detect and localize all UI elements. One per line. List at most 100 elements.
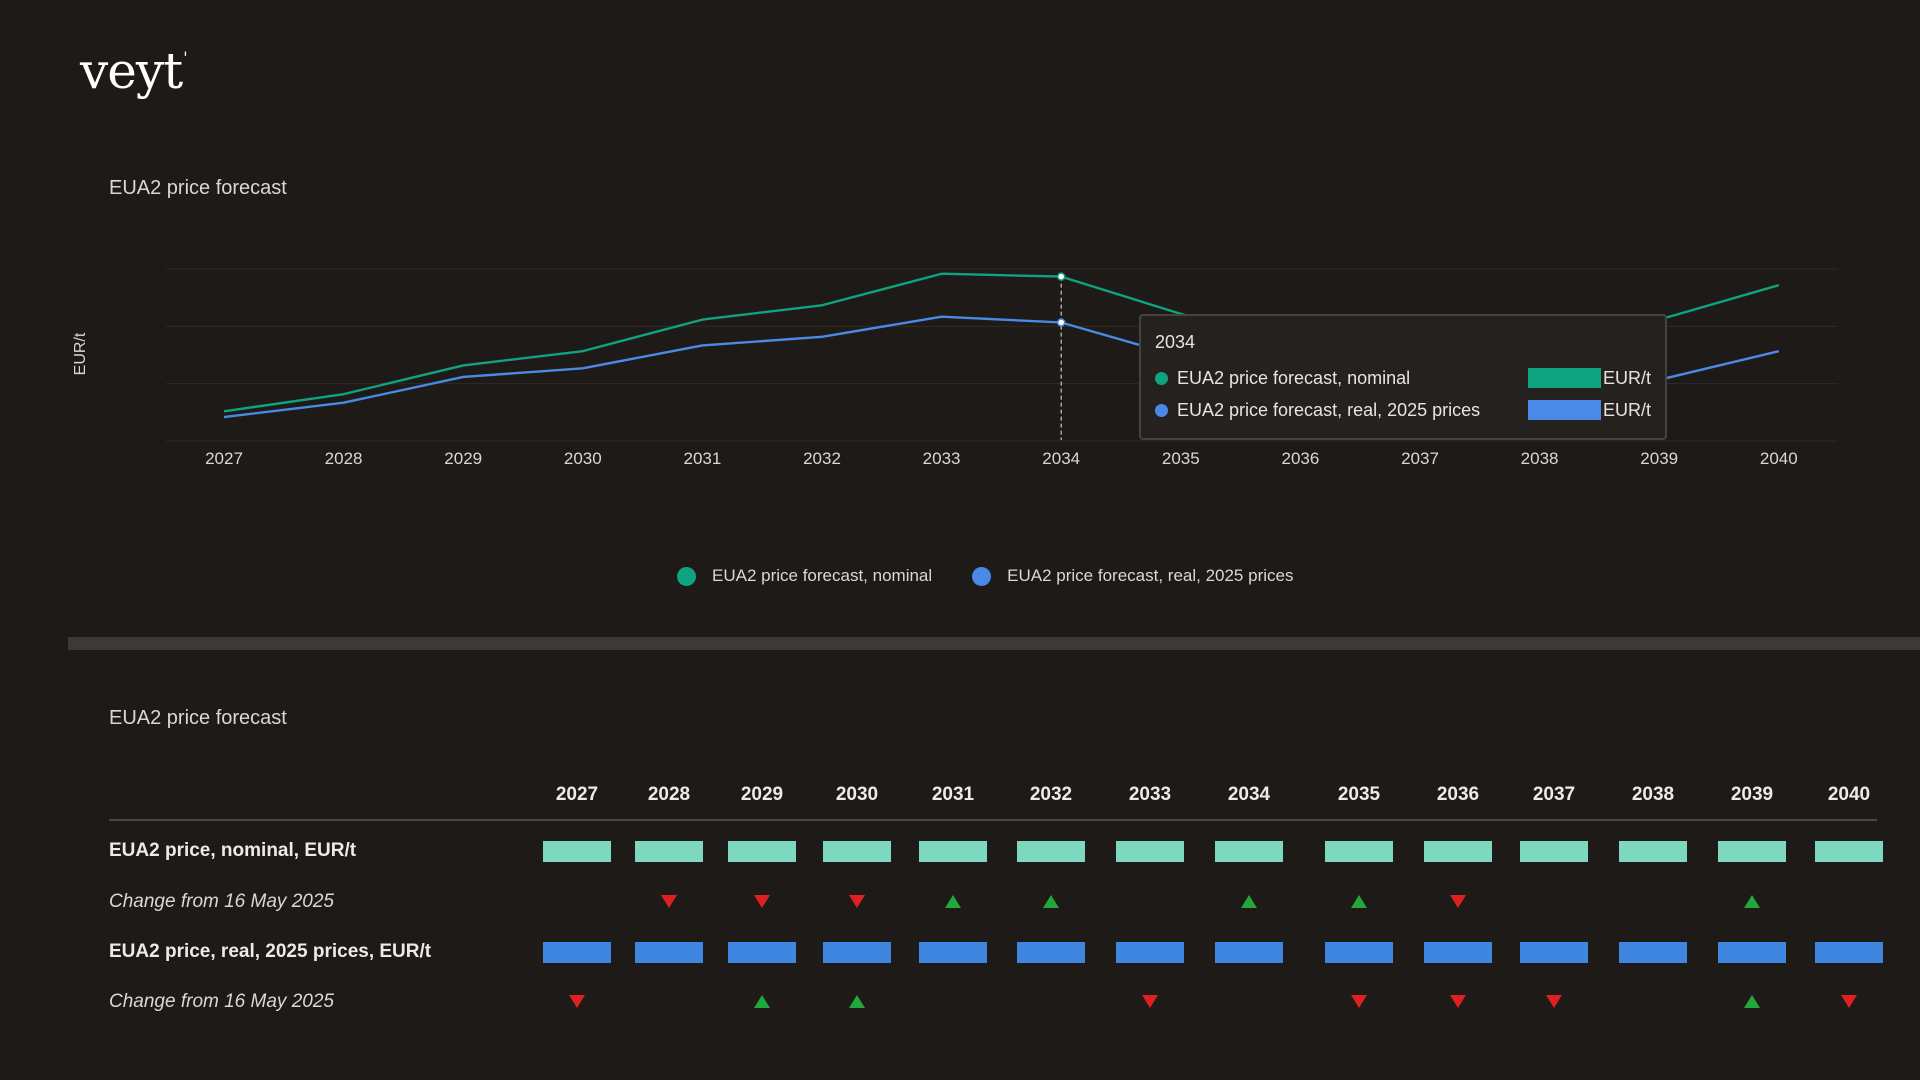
table-value-redacted (1116, 942, 1184, 963)
change-up-icon (1744, 895, 1760, 908)
table-value-redacted (728, 942, 796, 963)
tooltip-year: 2034 (1155, 332, 1196, 352)
data-point[interactable] (1056, 272, 1066, 281)
x-tick-label: 2030 (564, 449, 602, 468)
tooltip-real-unit: EUR/t (1602, 399, 1651, 420)
tooltip-real-label: EUA2 price forecast, real, 2025 prices (1177, 399, 1481, 420)
change-down-icon (661, 895, 677, 908)
change-up-icon (1351, 895, 1367, 908)
table-value-redacted (823, 841, 891, 862)
legend-item-real[interactable]: EUA2 price forecast, real, 2025 prices (972, 566, 1293, 586)
change-down-icon (1351, 995, 1367, 1008)
table-value-redacted (1215, 841, 1283, 862)
chart-legend: EUA2 price forecast, nominal EUA2 price … (677, 566, 1293, 586)
veyt-logo: veyt' (80, 42, 188, 100)
table-header-year: 2039 (1730, 784, 1774, 805)
change-down-icon (1142, 995, 1158, 1008)
table-value-redacted (1815, 942, 1883, 963)
x-tick-label: 2035 (1162, 449, 1200, 468)
table-value-redacted (635, 942, 703, 963)
table-value-redacted (919, 942, 987, 963)
table-change-label: Change from 16 May 2025 (109, 991, 334, 1012)
change-down-icon (1450, 995, 1466, 1008)
table-value-redacted (1718, 942, 1786, 963)
x-tick-label: 2032 (803, 449, 841, 468)
table-value-redacted (543, 841, 611, 862)
legend-nominal-label: EUA2 price forecast, nominal (712, 566, 933, 585)
change-down-icon (1841, 995, 1857, 1008)
table-header-year: 2027 (555, 784, 599, 805)
x-tick-label: 2038 (1521, 449, 1559, 468)
change-up-icon (849, 995, 865, 1008)
change-up-icon (1043, 895, 1059, 908)
data-point[interactable] (1056, 318, 1066, 327)
table-value-redacted (1017, 942, 1085, 963)
x-tick-label: 2027 (205, 449, 243, 468)
table-header-year: 2034 (1227, 784, 1271, 805)
change-up-icon (1241, 895, 1257, 908)
logo-text: veyt (80, 42, 183, 100)
tooltip-real-dot (1155, 403, 1168, 417)
table-row-label: EUA2 price, real, 2025 prices, EUR/t (109, 941, 432, 962)
table-value-redacted (635, 841, 703, 862)
table-header-year: 2037 (1532, 784, 1576, 805)
x-tick-label: 2029 (444, 449, 482, 468)
tooltip-real-value-redacted (1527, 400, 1601, 420)
table-row-label: EUA2 price, nominal, EUR/t (109, 840, 357, 861)
table-header-year: 2029 (740, 784, 784, 805)
x-tick-label: 2040 (1760, 449, 1798, 468)
table-value-redacted (823, 942, 891, 963)
table-value-redacted (1619, 942, 1687, 963)
table-value-redacted (1520, 942, 1588, 963)
section-divider (68, 637, 1920, 650)
table-header-year: 2038 (1631, 784, 1675, 805)
tooltip-row-real: EUA2 price forecast, real, 2025 prices E… (1155, 394, 1651, 426)
table-header-year: 2030 (835, 784, 879, 805)
change-down-icon (1450, 895, 1466, 908)
table-value-redacted (1619, 841, 1687, 862)
change-down-icon (849, 895, 865, 908)
x-tick-label: 2034 (1042, 449, 1080, 468)
chart-title: EUA2 price forecast (109, 177, 287, 199)
table-value-redacted (1424, 942, 1492, 963)
table-value-redacted (728, 841, 796, 862)
tooltip-nominal-label: EUA2 price forecast, nominal (1177, 367, 1411, 388)
x-tick-label: 2028 (325, 449, 363, 468)
change-down-icon (569, 995, 585, 1008)
change-up-icon (754, 995, 770, 1008)
x-tick-label: 2037 (1401, 449, 1439, 468)
table-value-redacted (1718, 841, 1786, 862)
table-value-redacted (1017, 841, 1085, 862)
logo-mark: ' (183, 48, 188, 67)
change-up-icon (1744, 995, 1760, 1008)
legend-item-nominal[interactable]: EUA2 price forecast, nominal (677, 566, 932, 586)
chart-tooltip: 2034 EUA2 price forecast, nominal EUR/t … (1139, 314, 1667, 440)
legend-real-dot (972, 566, 992, 586)
tooltip-nominal-dot (1155, 371, 1168, 385)
table-header-year: 2031 (931, 784, 975, 805)
table-header-year: 2036 (1436, 784, 1480, 805)
table-header-year: 2035 (1337, 784, 1381, 805)
table-title: EUA2 price forecast (109, 707, 287, 729)
table-value-redacted (1215, 942, 1283, 963)
table-change-label: Change from 16 May 2025 (109, 891, 334, 912)
x-tick-label: 2036 (1281, 449, 1319, 468)
change-up-icon (945, 895, 961, 908)
table-header-year: 2033 (1128, 784, 1172, 805)
x-tick-label: 2031 (683, 449, 721, 468)
table-header-year: 2032 (1029, 784, 1073, 805)
tooltip-nominal-value-redacted (1527, 368, 1601, 388)
table-header-year: 2040 (1827, 784, 1871, 805)
table-value-redacted (919, 841, 987, 862)
table-value-redacted (1520, 841, 1588, 862)
tooltip-row-nominal: EUA2 price forecast, nominal EUR/t (1155, 362, 1651, 394)
x-tick-label: 2039 (1640, 449, 1678, 468)
change-down-icon (1546, 995, 1562, 1008)
change-down-icon (754, 895, 770, 908)
table-header-year: 2028 (647, 784, 691, 805)
table-value-redacted (1424, 841, 1492, 862)
table-value-redacted (1325, 841, 1393, 862)
x-tick-label: 2033 (923, 449, 961, 468)
tooltip-nominal-unit: EUR/t (1602, 367, 1651, 388)
